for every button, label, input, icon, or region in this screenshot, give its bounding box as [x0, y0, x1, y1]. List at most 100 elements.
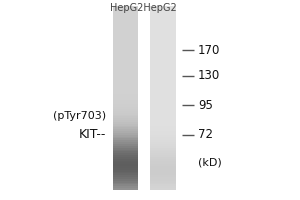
FancyBboxPatch shape	[112, 37, 138, 39]
FancyBboxPatch shape	[150, 164, 176, 166]
FancyBboxPatch shape	[150, 69, 176, 70]
FancyBboxPatch shape	[150, 74, 176, 76]
FancyBboxPatch shape	[112, 28, 138, 30]
FancyBboxPatch shape	[112, 24, 138, 26]
FancyBboxPatch shape	[112, 89, 138, 91]
FancyBboxPatch shape	[150, 100, 176, 102]
FancyBboxPatch shape	[150, 8, 176, 10]
FancyBboxPatch shape	[112, 135, 138, 137]
FancyBboxPatch shape	[150, 6, 176, 8]
FancyBboxPatch shape	[112, 61, 138, 63]
FancyBboxPatch shape	[150, 70, 176, 72]
FancyBboxPatch shape	[112, 142, 138, 144]
FancyBboxPatch shape	[112, 144, 138, 146]
FancyBboxPatch shape	[150, 126, 176, 127]
FancyBboxPatch shape	[112, 168, 138, 170]
FancyBboxPatch shape	[150, 63, 176, 65]
FancyBboxPatch shape	[150, 67, 176, 69]
FancyBboxPatch shape	[112, 67, 138, 69]
FancyBboxPatch shape	[150, 186, 176, 188]
FancyBboxPatch shape	[150, 83, 176, 85]
FancyBboxPatch shape	[112, 133, 138, 135]
FancyBboxPatch shape	[150, 34, 176, 35]
FancyBboxPatch shape	[112, 34, 138, 35]
FancyBboxPatch shape	[150, 17, 176, 19]
FancyBboxPatch shape	[112, 15, 138, 17]
FancyBboxPatch shape	[112, 92, 138, 94]
FancyBboxPatch shape	[112, 50, 138, 52]
FancyBboxPatch shape	[150, 153, 176, 155]
FancyBboxPatch shape	[112, 116, 138, 118]
FancyBboxPatch shape	[112, 140, 138, 142]
FancyBboxPatch shape	[150, 133, 176, 135]
FancyBboxPatch shape	[150, 184, 176, 186]
FancyBboxPatch shape	[112, 65, 138, 67]
FancyBboxPatch shape	[150, 12, 176, 13]
FancyBboxPatch shape	[112, 104, 138, 105]
FancyBboxPatch shape	[112, 12, 138, 13]
FancyBboxPatch shape	[112, 59, 138, 61]
FancyBboxPatch shape	[112, 113, 138, 115]
FancyBboxPatch shape	[112, 105, 138, 107]
FancyBboxPatch shape	[150, 35, 176, 37]
FancyBboxPatch shape	[112, 91, 138, 92]
FancyBboxPatch shape	[112, 127, 138, 129]
FancyBboxPatch shape	[112, 166, 138, 168]
FancyBboxPatch shape	[150, 188, 176, 190]
FancyBboxPatch shape	[150, 89, 176, 91]
FancyBboxPatch shape	[150, 59, 176, 61]
FancyBboxPatch shape	[150, 94, 176, 96]
FancyBboxPatch shape	[150, 173, 176, 175]
FancyBboxPatch shape	[112, 35, 138, 37]
FancyBboxPatch shape	[112, 129, 138, 131]
FancyBboxPatch shape	[112, 46, 138, 48]
FancyBboxPatch shape	[112, 30, 138, 32]
FancyBboxPatch shape	[150, 159, 176, 161]
FancyBboxPatch shape	[150, 148, 176, 150]
FancyBboxPatch shape	[112, 146, 138, 148]
FancyBboxPatch shape	[112, 150, 138, 151]
FancyBboxPatch shape	[112, 162, 138, 164]
FancyBboxPatch shape	[112, 161, 138, 162]
Text: (kD): (kD)	[198, 157, 222, 167]
FancyBboxPatch shape	[112, 175, 138, 177]
FancyBboxPatch shape	[150, 135, 176, 137]
FancyBboxPatch shape	[112, 96, 138, 98]
FancyBboxPatch shape	[150, 150, 176, 151]
FancyBboxPatch shape	[150, 58, 176, 59]
FancyBboxPatch shape	[112, 52, 138, 54]
FancyBboxPatch shape	[112, 188, 138, 190]
FancyBboxPatch shape	[112, 186, 138, 188]
FancyBboxPatch shape	[112, 131, 138, 133]
FancyBboxPatch shape	[150, 151, 176, 153]
FancyBboxPatch shape	[150, 183, 176, 184]
FancyBboxPatch shape	[150, 142, 176, 144]
FancyBboxPatch shape	[150, 61, 176, 63]
FancyBboxPatch shape	[112, 155, 138, 157]
FancyBboxPatch shape	[150, 91, 176, 92]
FancyBboxPatch shape	[112, 170, 138, 172]
FancyBboxPatch shape	[112, 120, 138, 122]
FancyBboxPatch shape	[150, 48, 176, 50]
FancyBboxPatch shape	[112, 173, 138, 175]
FancyBboxPatch shape	[150, 24, 176, 26]
FancyBboxPatch shape	[112, 164, 138, 166]
FancyBboxPatch shape	[150, 175, 176, 177]
FancyBboxPatch shape	[112, 153, 138, 155]
FancyBboxPatch shape	[150, 87, 176, 89]
FancyBboxPatch shape	[150, 129, 176, 131]
FancyBboxPatch shape	[112, 126, 138, 127]
FancyBboxPatch shape	[112, 148, 138, 150]
FancyBboxPatch shape	[150, 26, 176, 28]
FancyBboxPatch shape	[150, 37, 176, 39]
FancyBboxPatch shape	[150, 105, 176, 107]
FancyBboxPatch shape	[150, 172, 176, 173]
FancyBboxPatch shape	[112, 94, 138, 96]
FancyBboxPatch shape	[112, 72, 138, 74]
FancyBboxPatch shape	[150, 81, 176, 83]
FancyBboxPatch shape	[112, 70, 138, 72]
FancyBboxPatch shape	[112, 17, 138, 19]
FancyBboxPatch shape	[150, 92, 176, 94]
FancyBboxPatch shape	[150, 111, 176, 113]
FancyBboxPatch shape	[112, 56, 138, 58]
